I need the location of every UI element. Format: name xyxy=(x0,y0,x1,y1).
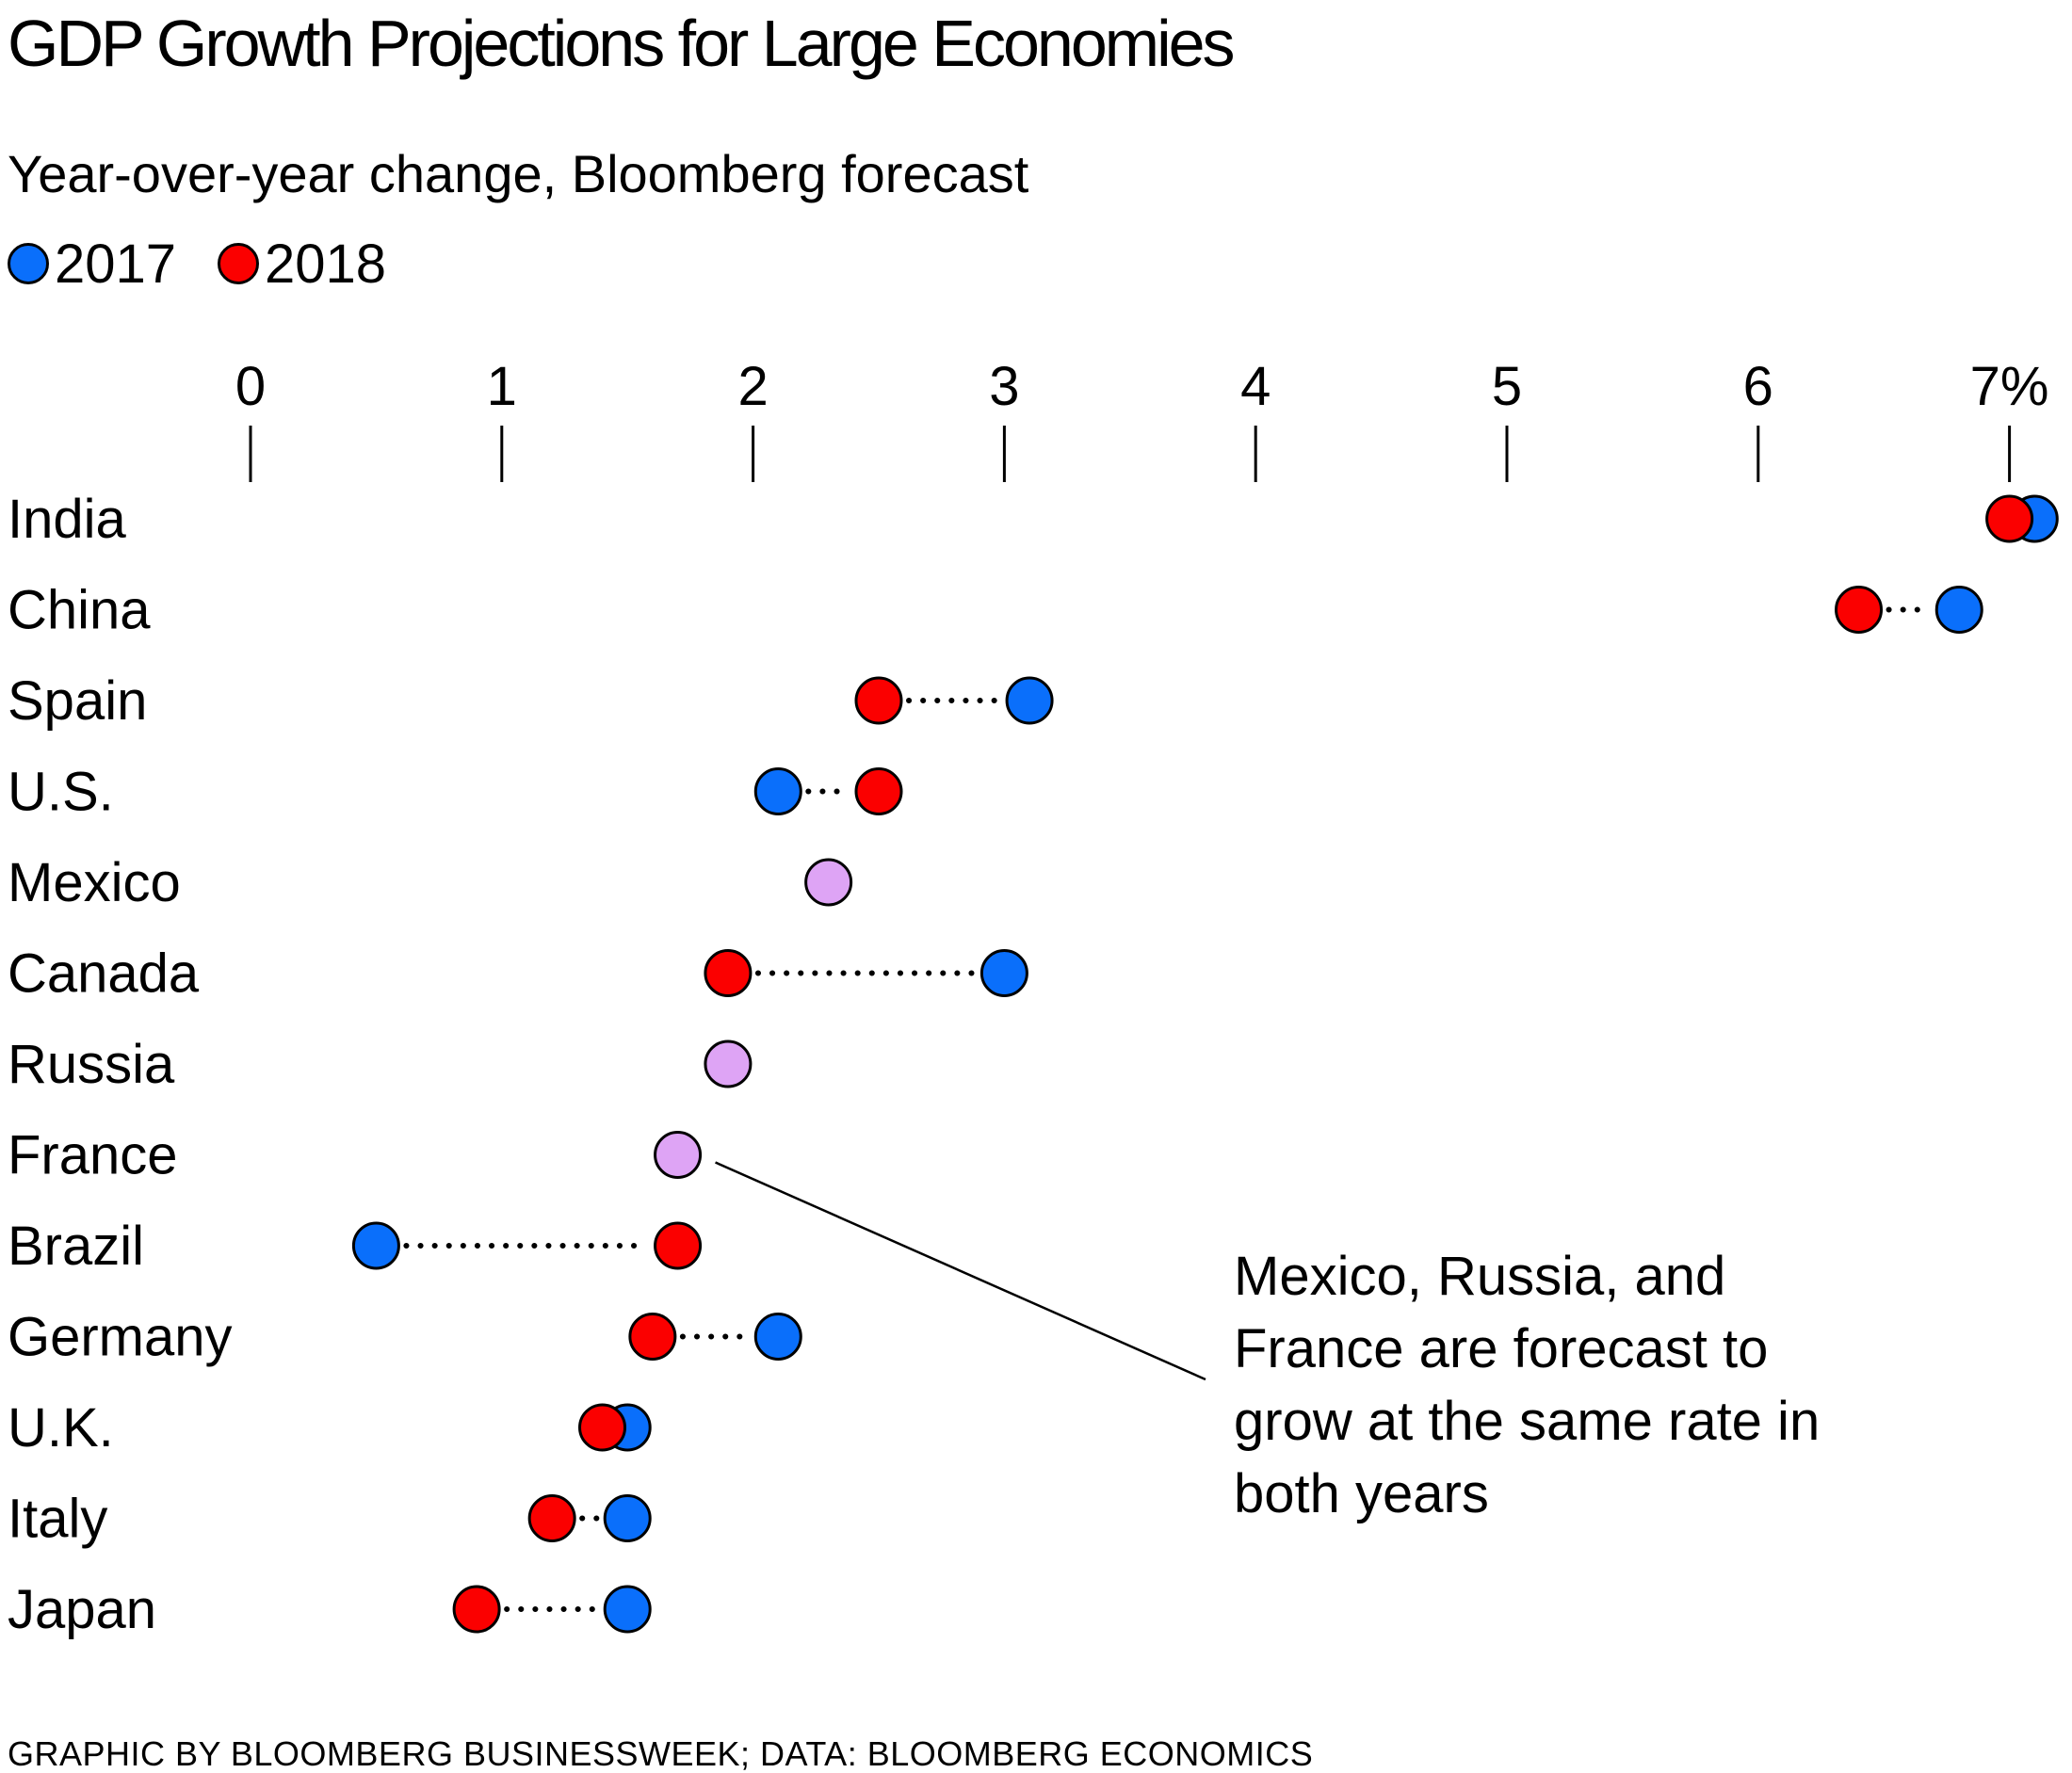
x-tick-label: 4 xyxy=(1240,356,1271,417)
dot-same-both-years xyxy=(704,1040,753,1088)
dot-2017 xyxy=(1934,586,1983,634)
dot-2018 xyxy=(527,1494,576,1542)
dot-same-both-years xyxy=(654,1131,703,1179)
dot-2017 xyxy=(603,1494,652,1542)
country-label: Mexico xyxy=(8,852,181,913)
chart-title: GDP Growth Projections for Large Economi… xyxy=(8,7,1236,80)
dot-2017 xyxy=(753,1313,802,1361)
chart-subtitle: Year-over-year change, Bloomberg forecas… xyxy=(8,144,1029,203)
x-tick-label: 5 xyxy=(1492,356,1522,417)
legend-label-2018: 2018 xyxy=(265,233,387,295)
country-label: Spain xyxy=(8,670,147,732)
dot-2018 xyxy=(628,1313,677,1361)
x-tick-label: 0 xyxy=(235,356,266,417)
country-label: Canada xyxy=(8,943,200,1005)
x-tick-label: 6 xyxy=(1743,356,1773,417)
dot-same-both-years xyxy=(804,858,853,907)
dot-2017 xyxy=(351,1221,400,1270)
x-tick-label: 2 xyxy=(737,356,768,417)
legend-item-2018: 2018 xyxy=(218,233,386,296)
annotation-text-line: France are forecast to xyxy=(1234,1318,1768,1379)
annotation-text-line: Mexico, Russia, and xyxy=(1234,1246,1725,1307)
legend: 2017 2018 xyxy=(8,234,428,295)
dot-2018 xyxy=(854,767,903,815)
country-label: Japan xyxy=(8,1579,156,1640)
country-label: India xyxy=(8,489,127,550)
dot-2018 xyxy=(704,949,753,997)
x-tick-label: 1 xyxy=(487,356,517,417)
dot-2018 xyxy=(578,1403,627,1452)
legend-label-2017: 2017 xyxy=(55,233,177,295)
country-label: Russia xyxy=(8,1034,175,1095)
dot-2018 xyxy=(654,1221,703,1270)
dot-2018 xyxy=(1985,494,2034,543)
dot-2018 xyxy=(854,676,903,725)
country-label: France xyxy=(8,1125,178,1186)
dot-plot-chart: 0 1 2 3 4 5 6 7% India China Spain U.S. Mexico Canada… xyxy=(8,356,2059,1640)
dot-2017 xyxy=(603,1585,652,1634)
dot-2017 xyxy=(1005,676,1054,725)
country-label: U.K. xyxy=(8,1397,114,1459)
legend-item-2017: 2017 xyxy=(8,233,176,296)
dot-2017 xyxy=(979,949,1028,997)
legend-swatch-2018 xyxy=(218,243,260,284)
country-label: Italy xyxy=(8,1489,107,1550)
annotation-text-line: grow at the same rate in xyxy=(1234,1391,1820,1452)
country-label: China xyxy=(8,580,151,641)
dot-2018 xyxy=(1835,586,1884,634)
source-note: GRAPHIC BY BLOOMBERG BUSINESSWEEK; DATA:… xyxy=(8,1734,1314,1773)
country-label: Germany xyxy=(8,1307,233,1368)
dot-2017 xyxy=(753,767,802,815)
country-label: U.S. xyxy=(8,762,114,823)
annotation-leader-line xyxy=(715,1161,1206,1381)
x-tick-label: 7% xyxy=(1970,356,2049,417)
legend-swatch-2017 xyxy=(8,243,49,284)
country-label: Brazil xyxy=(8,1216,144,1277)
annotation-text-line: both years xyxy=(1234,1463,1489,1524)
dot-2018 xyxy=(452,1585,501,1634)
x-tick-label: 3 xyxy=(989,356,1019,417)
